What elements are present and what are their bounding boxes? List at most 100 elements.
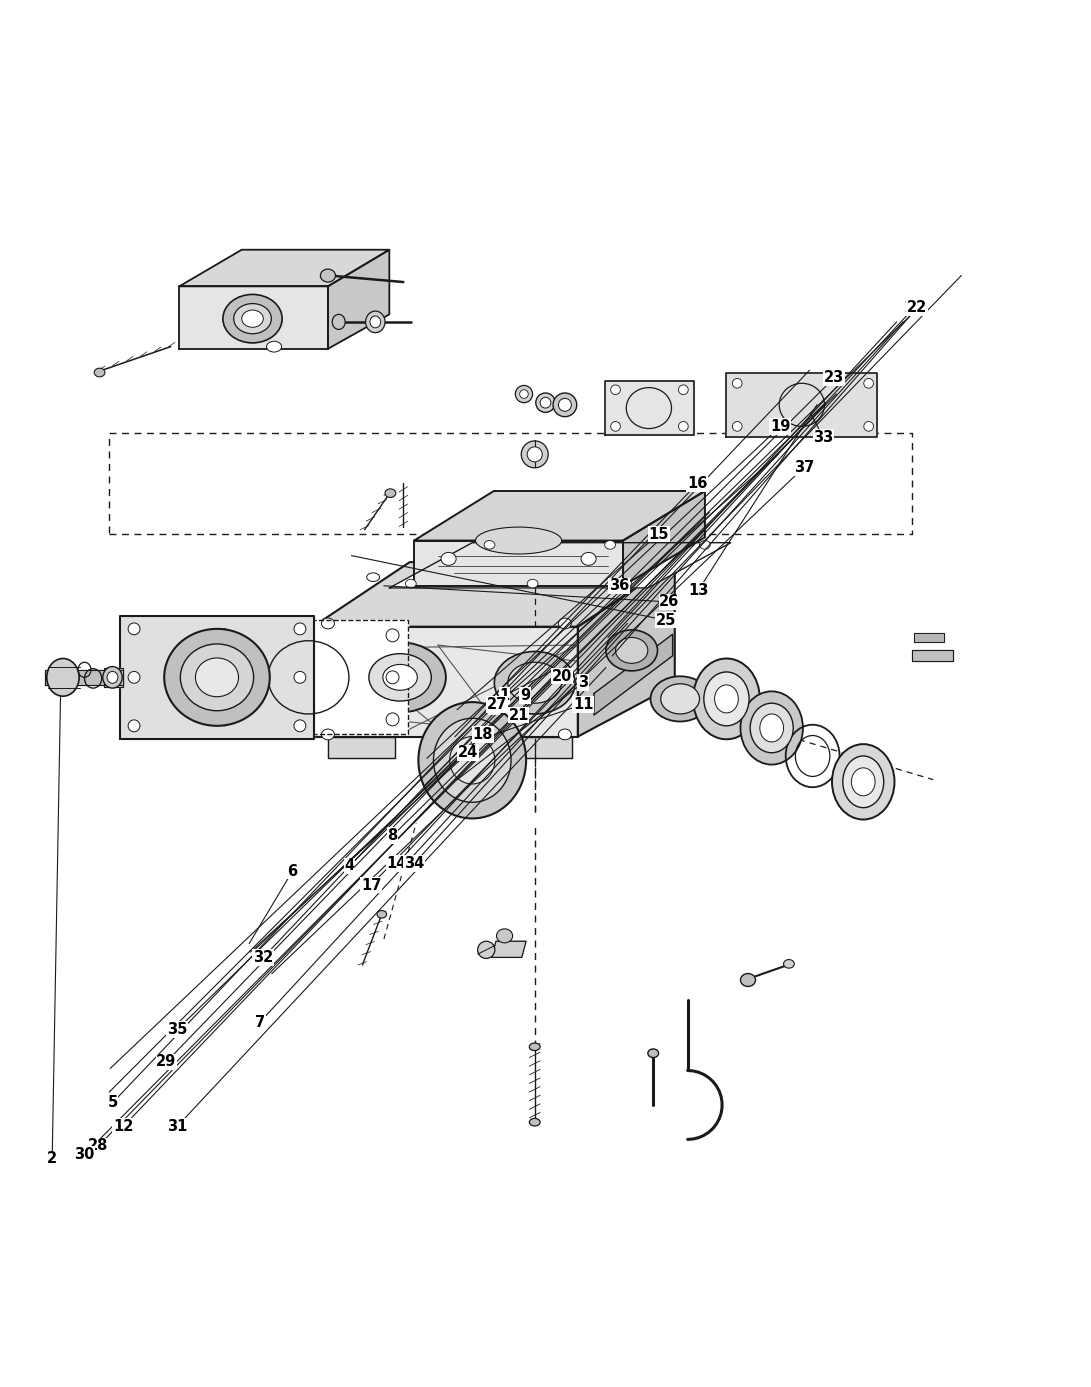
Ellipse shape xyxy=(94,368,105,377)
Ellipse shape xyxy=(553,393,577,416)
Ellipse shape xyxy=(128,720,140,732)
Ellipse shape xyxy=(759,714,783,742)
Ellipse shape xyxy=(494,652,575,714)
Text: 11: 11 xyxy=(573,696,594,712)
Ellipse shape xyxy=(293,720,305,732)
Text: 8: 8 xyxy=(387,828,398,843)
Polygon shape xyxy=(914,634,944,642)
Ellipse shape xyxy=(732,422,742,431)
Text: 16: 16 xyxy=(687,476,708,491)
Ellipse shape xyxy=(536,393,555,412)
Ellipse shape xyxy=(355,642,446,713)
Ellipse shape xyxy=(218,713,231,725)
Polygon shape xyxy=(313,627,578,736)
Ellipse shape xyxy=(559,619,572,628)
Polygon shape xyxy=(415,491,705,541)
Text: 25: 25 xyxy=(656,613,676,628)
Ellipse shape xyxy=(47,659,80,696)
Ellipse shape xyxy=(433,718,511,802)
Ellipse shape xyxy=(322,730,334,739)
Ellipse shape xyxy=(103,667,122,688)
Polygon shape xyxy=(497,736,573,759)
Ellipse shape xyxy=(783,960,794,968)
Ellipse shape xyxy=(519,390,528,398)
Ellipse shape xyxy=(301,653,325,713)
Polygon shape xyxy=(209,620,408,735)
Ellipse shape xyxy=(385,488,396,498)
Text: 6: 6 xyxy=(287,864,298,879)
Text: 37: 37 xyxy=(794,460,814,474)
Ellipse shape xyxy=(704,671,750,725)
Text: 33: 33 xyxy=(813,430,834,445)
Ellipse shape xyxy=(851,768,875,796)
Ellipse shape xyxy=(107,671,118,684)
Ellipse shape xyxy=(679,422,688,431)
Ellipse shape xyxy=(650,677,710,721)
Text: 12: 12 xyxy=(113,1119,133,1135)
Polygon shape xyxy=(912,651,952,662)
Ellipse shape xyxy=(693,659,759,739)
Ellipse shape xyxy=(180,644,253,710)
Ellipse shape xyxy=(419,702,526,818)
Ellipse shape xyxy=(386,671,399,684)
Text: 2: 2 xyxy=(47,1151,57,1166)
Text: 27: 27 xyxy=(487,696,507,712)
Ellipse shape xyxy=(625,562,638,570)
Ellipse shape xyxy=(679,386,688,395)
Ellipse shape xyxy=(233,304,272,334)
Polygon shape xyxy=(727,373,877,437)
Ellipse shape xyxy=(218,628,231,642)
Ellipse shape xyxy=(453,562,466,570)
Polygon shape xyxy=(389,542,731,588)
Ellipse shape xyxy=(496,929,513,943)
Ellipse shape xyxy=(333,315,345,330)
Ellipse shape xyxy=(559,398,572,412)
Ellipse shape xyxy=(293,671,305,684)
Ellipse shape xyxy=(484,541,495,549)
Ellipse shape xyxy=(386,628,399,642)
Polygon shape xyxy=(594,634,672,716)
Polygon shape xyxy=(179,286,328,348)
Text: 29: 29 xyxy=(156,1054,177,1069)
Text: 10: 10 xyxy=(903,301,924,315)
Text: 19: 19 xyxy=(770,419,791,434)
Polygon shape xyxy=(313,562,674,627)
Text: 3: 3 xyxy=(578,675,588,691)
Polygon shape xyxy=(578,562,674,736)
Ellipse shape xyxy=(321,269,335,282)
Ellipse shape xyxy=(661,684,699,714)
Ellipse shape xyxy=(527,447,542,462)
Ellipse shape xyxy=(615,638,648,663)
Text: 4: 4 xyxy=(345,859,355,874)
Text: 5: 5 xyxy=(489,699,499,714)
Ellipse shape xyxy=(369,653,431,700)
Polygon shape xyxy=(623,491,705,585)
Text: 22: 22 xyxy=(907,301,927,315)
Text: 18: 18 xyxy=(472,727,493,742)
Ellipse shape xyxy=(715,685,739,713)
Ellipse shape xyxy=(604,541,615,549)
Ellipse shape xyxy=(449,736,495,784)
Ellipse shape xyxy=(128,671,140,684)
Polygon shape xyxy=(604,381,694,436)
Ellipse shape xyxy=(195,657,239,696)
Ellipse shape xyxy=(648,1049,659,1057)
Polygon shape xyxy=(104,667,123,687)
Ellipse shape xyxy=(165,628,269,725)
Ellipse shape xyxy=(864,422,874,431)
Ellipse shape xyxy=(751,703,793,753)
Text: 34: 34 xyxy=(404,856,424,871)
Ellipse shape xyxy=(365,311,385,333)
Ellipse shape xyxy=(842,756,884,807)
Ellipse shape xyxy=(293,623,305,635)
Polygon shape xyxy=(415,541,623,585)
Ellipse shape xyxy=(376,910,386,918)
Text: 30: 30 xyxy=(74,1147,95,1162)
Text: 17: 17 xyxy=(361,878,381,893)
Ellipse shape xyxy=(367,573,380,581)
Polygon shape xyxy=(120,616,314,739)
Ellipse shape xyxy=(611,422,621,431)
Ellipse shape xyxy=(386,713,399,725)
Ellipse shape xyxy=(699,541,710,549)
Text: 36: 36 xyxy=(609,578,628,594)
